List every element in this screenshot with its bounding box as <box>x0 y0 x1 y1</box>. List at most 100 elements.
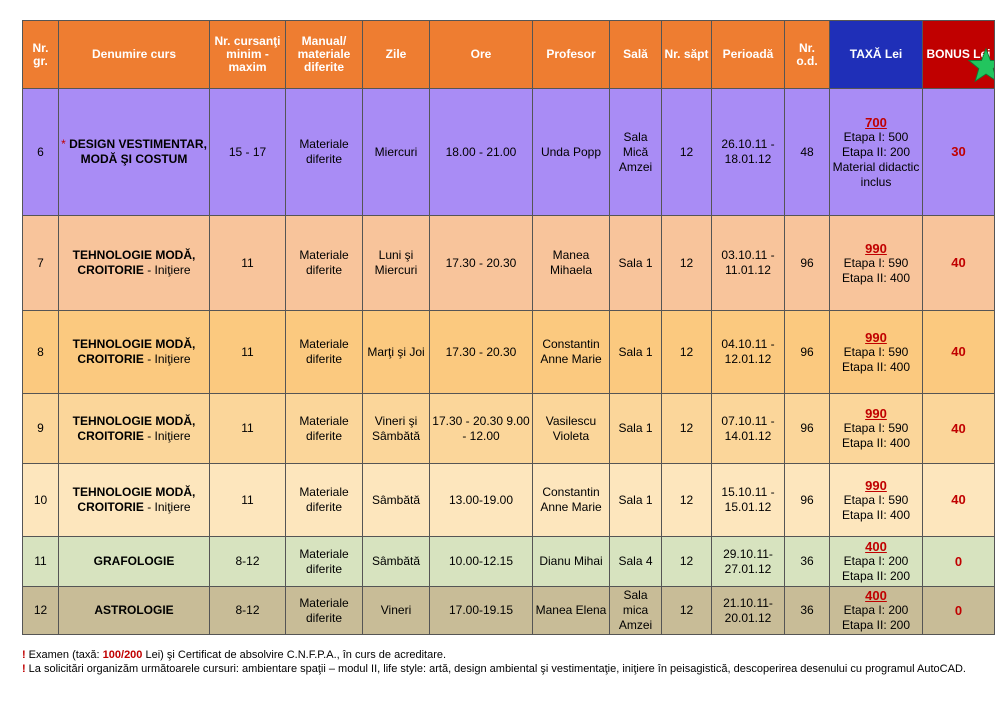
fee-line: Etapa II: 200 <box>841 569 911 583</box>
fee-cell: 990 Etapa I: 590 Etapa II: 400 <box>829 393 923 464</box>
table-row: 10 TEHNOLOGIE MODĂ, CROITORIE - Iniţiere 1… <box>22 463 995 537</box>
header-nr-gr: Nr. gr. <box>22 20 59 89</box>
group-number-cell: 10 <box>22 463 59 537</box>
fee-total: 990 <box>865 329 887 345</box>
header-course-name: Denumire curs <box>58 20 210 89</box>
fee-line: Etapa II: 200 <box>841 144 911 159</box>
hours-count-cell: 96 <box>784 310 830 394</box>
course-name-cell: TEHNOLOGIE MODĂ, CROITORIE - Iniţiere <box>58 215 210 311</box>
footnote-exam: ! Examen (taxă: 100/200 Lei) şi Certifica… <box>22 648 974 662</box>
room-cell: Sala Mică Amzei <box>609 88 662 216</box>
teacher-cell: Vasilescu Violeta <box>532 393 610 464</box>
header-row: Nr. gr. Denumire curs Nr. cursanţi minim… <box>22 20 995 89</box>
bonus-value: 40 <box>951 420 966 436</box>
days-cell: Vineri şi Sâmbătă <box>362 393 430 464</box>
teacher-cell: Constantin Anne Marie <box>532 310 610 394</box>
footnote-courses-text: La solicitări organizăm următoarele curs… <box>28 663 966 675</box>
weeks-cell: 12 <box>661 463 712 537</box>
course-name: TEHNOLOGIE MODĂ, CROITORIE <box>72 485 196 514</box>
course-name: DESIGN VESTIMENTAR, MODĂ ŞI COSTUM <box>69 137 207 166</box>
bonus-cell: 40 <box>922 393 995 464</box>
group-number-cell: 12 <box>22 586 59 635</box>
header-bonus: BONUS Lei <box>922 20 995 89</box>
course-name: GRAFOLOGIE <box>93 554 175 568</box>
table-row: 9 TEHNOLOGIE MODĂ, CROITORIE - Iniţiere 11… <box>22 393 995 464</box>
min-max-cell: 11 <box>209 463 286 537</box>
materials-cell: Materiale diferite <box>285 88 363 216</box>
header-bonus-label: BONUS Lei <box>926 47 991 61</box>
bonus-cell: 0 <box>922 536 995 587</box>
fee-total: 400 <box>865 588 887 603</box>
bonus-value: 30 <box>951 144 966 159</box>
group-number-cell: 8 <box>22 310 59 394</box>
fee-cell: 400 Etapa I: 200 Etapa II: 200 <box>829 536 923 587</box>
footnote-exam-prefix: Examen (taxă: <box>28 649 103 661</box>
hours-cell: 13.00-19.00 <box>429 463 533 537</box>
group-number-cell: 7 <box>22 215 59 311</box>
teacher-cell: Manea Elena <box>532 586 610 635</box>
fee-line: Etapa I: 590 <box>843 255 909 270</box>
fee-total: 400 <box>865 539 887 554</box>
header-weeks: Nr. săpt <box>661 20 712 89</box>
header-teacher: Profesor <box>532 20 610 89</box>
course-name-cell: TEHNOLOGIE MODĂ, CROITORIE - Iniţiere <box>58 463 210 537</box>
room-cell: Sala 1 <box>609 463 662 537</box>
course-name-suffix: - Iniţiere <box>143 352 191 366</box>
bonus-value: 40 <box>951 344 966 359</box>
header-materials: Manual/ materiale diferite <box>285 20 363 89</box>
fee-total: 990 <box>865 406 887 421</box>
fee-line: Etapa II: 400 <box>841 359 911 374</box>
days-cell: Sâmbătă <box>362 536 430 587</box>
fee-line: Etapa II: 400 <box>841 507 911 522</box>
exclamation-icon: ! <box>22 649 26 661</box>
days-cell: Marţi şi Joi <box>362 310 430 394</box>
header-room: Sală <box>609 20 662 89</box>
header-days: Zile <box>362 20 430 89</box>
course-name-asterisk: * <box>61 137 70 151</box>
bonus-value: 0 <box>954 602 963 618</box>
fee-total: 990 <box>865 477 887 493</box>
group-number-cell: 9 <box>22 393 59 464</box>
fee-line: Etapa I: 500 <box>843 129 909 144</box>
days-cell: Vineri <box>362 586 430 635</box>
bonus-value: 40 <box>951 492 966 507</box>
weeks-cell: 12 <box>661 393 712 464</box>
days-cell: Luni şi Miercuri <box>362 215 430 311</box>
bonus-cell: 40 <box>922 310 995 394</box>
hours-cell: 17.30 - 20.30 9.00 - 12.00 <box>429 393 533 464</box>
fee-cell: 990 Etapa I: 590 Etapa II: 400 <box>829 215 923 311</box>
fee-line: Etapa I: 590 <box>843 421 909 435</box>
materials-cell: Materiale diferite <box>285 586 363 635</box>
footnote-exam-suffix: Lei) şi Certificat de absolvire C.N.F.P.… <box>142 649 447 661</box>
materials-cell: Materiale diferite <box>285 536 363 587</box>
min-max-cell: 8-12 <box>209 586 286 635</box>
materials-cell: Materiale diferite <box>285 310 363 394</box>
course-name: ASTROLOGIE <box>94 603 174 617</box>
period-cell: 29.10.11- 27.01.12 <box>711 536 785 587</box>
teacher-cell: Constantin Anne Marie <box>532 463 610 537</box>
hours-cell: 17.30 - 20.30 <box>429 310 533 394</box>
weeks-cell: 12 <box>661 215 712 311</box>
fee-cell: 990 Etapa I: 590 Etapa II: 400 <box>829 310 923 394</box>
fee-line: Etapa I: 590 <box>843 492 909 507</box>
min-max-cell: 11 <box>209 310 286 394</box>
teacher-cell: Manea Mihaela <box>532 215 610 311</box>
room-cell: Sala 4 <box>609 536 662 587</box>
fee-total: 700 <box>865 114 887 130</box>
min-max-cell: 15 - 17 <box>209 88 286 216</box>
course-name-cell: TEHNOLOGIE MODĂ, CROITORIE - Iniţiere <box>58 393 210 464</box>
courses-table: Nr. gr. Denumire curs Nr. cursanţi minim… <box>22 20 995 635</box>
course-name-cell: TEHNOLOGIE MODĂ, CROITORIE - Iniţiere <box>58 310 210 394</box>
header-period: Perioadă <box>711 20 785 89</box>
course-name-suffix: - Iniţiere <box>143 500 191 514</box>
fee-line: Etapa II: 400 <box>841 436 911 450</box>
bonus-value: 0 <box>954 553 963 569</box>
bonus-cell: 40 <box>922 463 995 537</box>
header-hours: Ore <box>429 20 533 89</box>
materials-cell: Materiale diferite <box>285 393 363 464</box>
bonus-value: 40 <box>951 255 966 270</box>
days-cell: Sâmbătă <box>362 463 430 537</box>
min-max-cell: 11 <box>209 215 286 311</box>
table-row: 6 * DESIGN VESTIMENTAR, MODĂ ŞI COSTUM 15 … <box>22 88 995 216</box>
table-row: 12 ASTROLOGIE 8-12 Materiale diferite Vineri… <box>22 586 995 635</box>
